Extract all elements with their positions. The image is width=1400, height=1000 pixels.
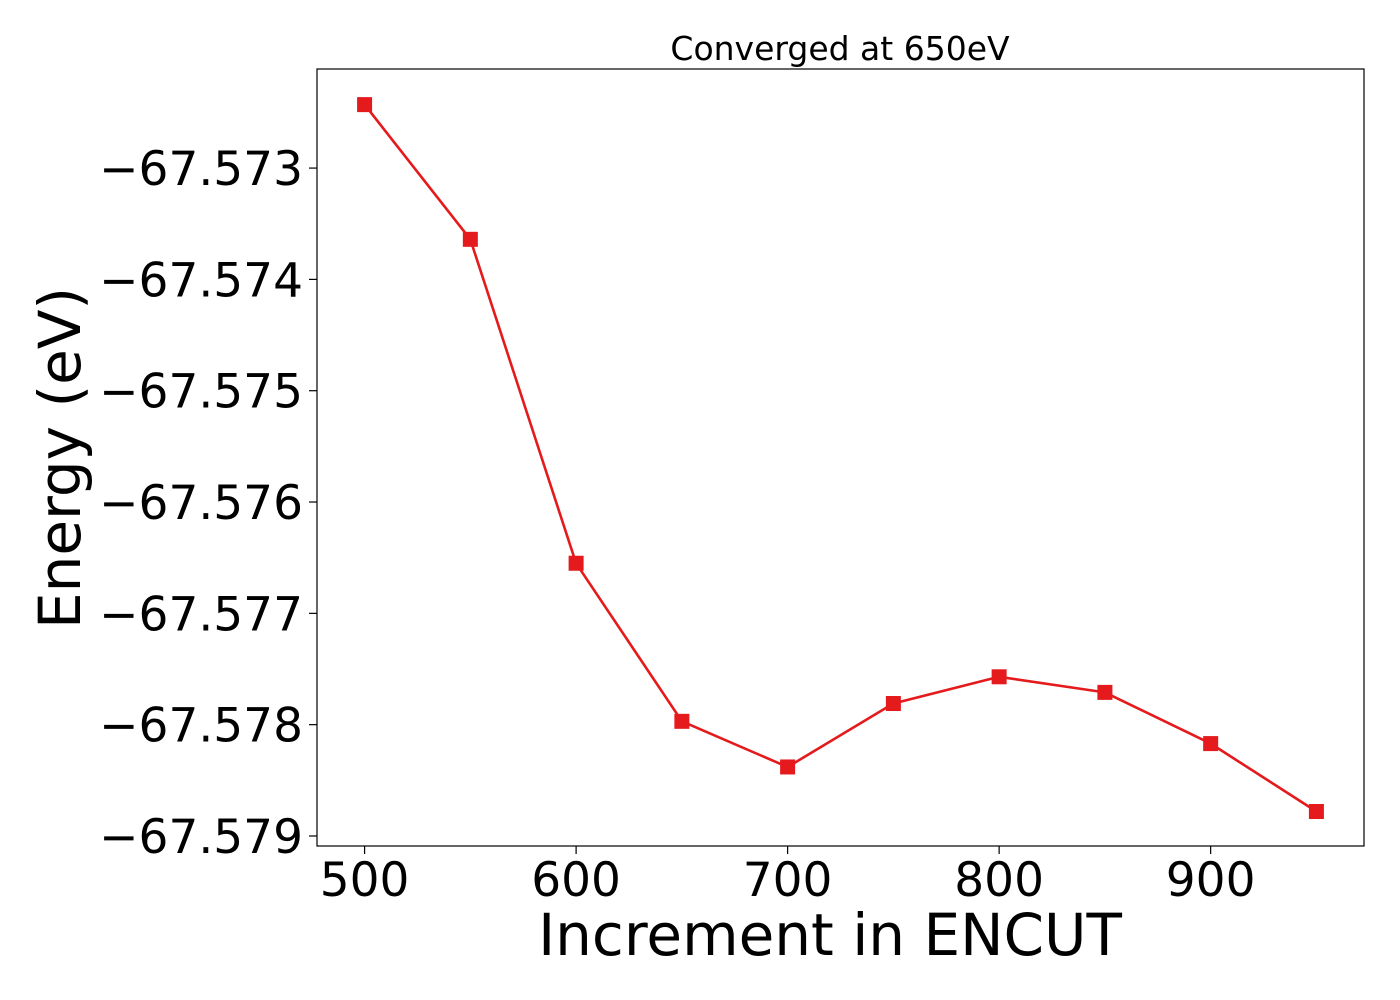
data-point-700 — [780, 759, 796, 775]
y-axis-title: Energy (eV) — [26, 287, 94, 629]
x-tick-label: 700 — [743, 853, 833, 908]
y-tick-label: −67.576 — [99, 476, 303, 531]
y-tick-label: −67.579 — [99, 810, 303, 865]
x-tick-label: 900 — [1166, 853, 1256, 908]
x-tick-label: 500 — [320, 853, 410, 908]
data-point-650 — [674, 713, 690, 729]
x-axis-title: Increment in ENCUT — [538, 901, 1122, 969]
x-tick-label: 600 — [531, 853, 621, 908]
data-point-900 — [1203, 736, 1219, 752]
series-line — [363, 103, 1318, 813]
y-tick-label: −67.574 — [99, 253, 303, 308]
y-tick-label: −67.578 — [99, 699, 303, 754]
data-point-950 — [1308, 803, 1324, 819]
chart-title: Converged at 650eV — [670, 29, 1010, 68]
data-point-600 — [568, 555, 584, 571]
data-point-850 — [1097, 684, 1113, 700]
y-tick-label: −67.577 — [99, 587, 303, 642]
y-tick-label: −67.575 — [99, 365, 303, 420]
plot-area — [357, 97, 1324, 819]
axis-ticks: 500 600 700 800 900 −67.573 −67.574 −67.575 −67.… — [99, 142, 1255, 908]
data-point-750 — [885, 696, 901, 712]
y-tick-label: −67.573 — [99, 142, 303, 197]
plot-frame — [316, 68, 1365, 847]
data-point-800 — [991, 669, 1007, 685]
data-point-550 — [462, 231, 478, 247]
x-tick-label: 800 — [954, 853, 1044, 908]
data-point-500 — [357, 97, 373, 113]
